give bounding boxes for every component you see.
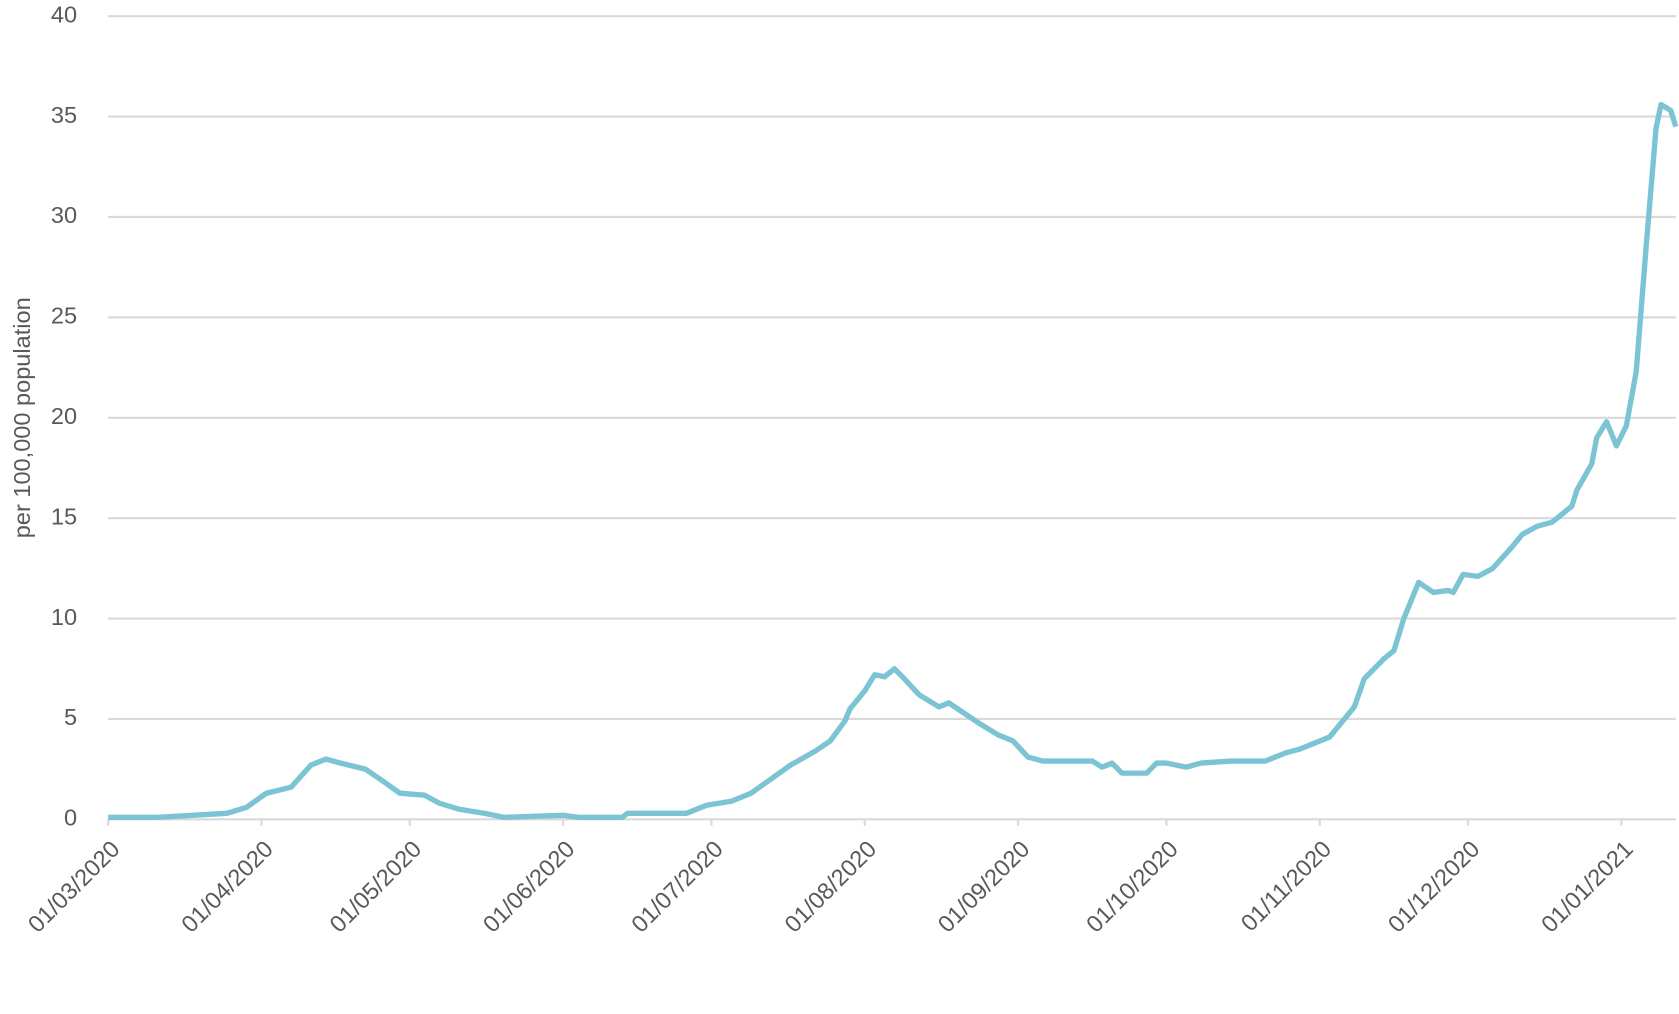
y-tick-label: 15 — [51, 503, 77, 529]
y-tick-label: 5 — [64, 704, 77, 730]
y-tick-label: 20 — [51, 403, 77, 429]
y-tick-label: 40 — [51, 1, 77, 27]
y-tick-label: 10 — [51, 604, 77, 630]
y-axis-label: per 100,000 population — [9, 297, 35, 538]
x-tick-label: 01/06/2020 — [478, 836, 580, 938]
x-tick-label: 01/09/2020 — [933, 836, 1035, 938]
y-tick-label: 0 — [64, 805, 77, 831]
x-tick-label: 01/01/2021 — [1536, 836, 1638, 938]
x-tick-label: 01/04/2020 — [176, 836, 278, 938]
x-tick-label: 01/03/2020 — [23, 836, 125, 938]
x-tick-label: 01/11/2020 — [1236, 836, 1336, 936]
x-tick-label: 01/12/2020 — [1383, 836, 1485, 938]
x-tick-label: 01/08/2020 — [780, 836, 882, 938]
y-tick-label: 25 — [51, 303, 77, 329]
y-tick-label: 35 — [51, 102, 77, 128]
y-tick-label: 30 — [51, 202, 77, 228]
x-tick-label: 01/10/2020 — [1081, 836, 1183, 938]
x-tick-label: 01/05/2020 — [325, 836, 427, 938]
x-tick-label: 01/07/2020 — [626, 836, 728, 938]
line — [108, 101, 1679, 820]
